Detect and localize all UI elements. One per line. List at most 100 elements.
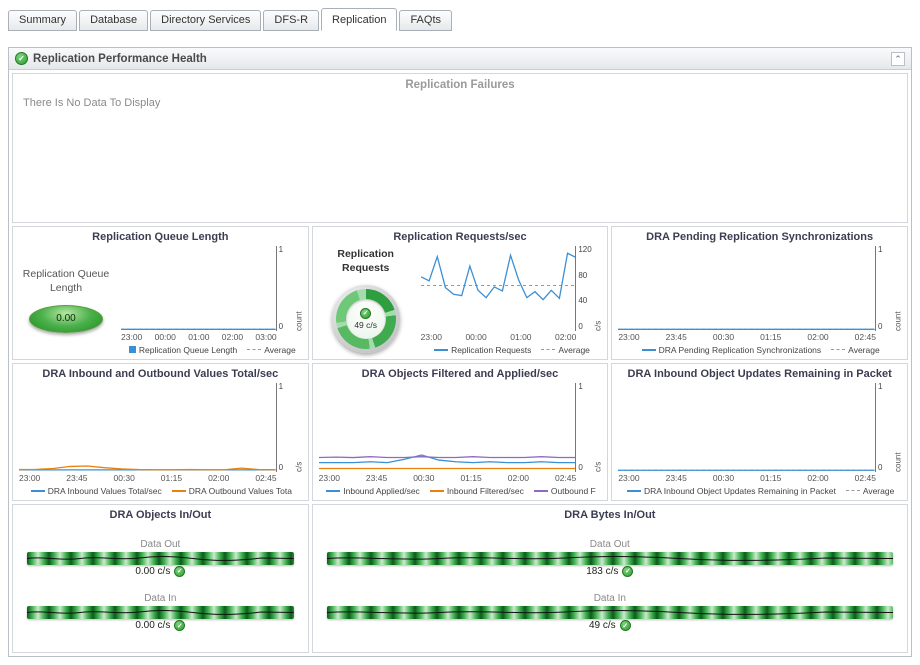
inout-values-box: DRA Inbound and Outbound Values Total/se…: [12, 363, 309, 501]
x-tick-label: 00:30: [413, 473, 435, 483]
filtered-applied-chart-content: 1 0 c/s 23:00 23:45 00:30 01:15 02:00 02:45 Inbou…: [313, 381, 608, 500]
queue-chart-content: Replication Queue Length 0.00 1 0 count 23:…: [13, 244, 308, 359]
bytes-data-in-value: 49 c/s: [588, 620, 616, 632]
collapse-chevron-icon[interactable]: ⌃: [891, 51, 905, 66]
bytes-inout-box: DRA Bytes In/Out Data Out 183 c/s ✓ Data…: [311, 504, 908, 653]
data-out-label: Data Out: [140, 538, 181, 550]
queue-chart: 1 0 count 23:00 00:00 01:00 02:00 03:00 Replicat…: [117, 244, 306, 357]
y-tick-label: 0: [578, 321, 583, 331]
y-tick-label: 40: [578, 296, 588, 306]
status-ok-icon: ✓: [174, 565, 186, 577]
requests-chart-title: Replication Requests/sec: [393, 231, 527, 243]
updates-remaining-chart: 1 0 count 23:00 23:45 00:30 01:15 02:00 02:45 DRA…: [614, 381, 905, 498]
requests-plot-row: 120 80 40 0 c/s: [421, 246, 604, 331]
legend-label: DRA Inbound Object Updates Remaining in …: [643, 485, 836, 496]
x-tick-label: 23:45: [665, 332, 687, 342]
legend-label: Outbound F: [550, 485, 596, 496]
inout_values-plot-area[interactable]: [19, 383, 277, 472]
bytes-data-in-flow-bar[interactable]: [326, 606, 893, 620]
y-tick-label: 0: [877, 463, 883, 472]
legend-label: Replication Queue Length: [138, 344, 238, 355]
pending-plot-area[interactable]: [618, 246, 876, 331]
queue-y-unit-label: count: [294, 311, 304, 331]
legend-item: Average: [247, 345, 296, 355]
x-tick-label: 02:00: [555, 332, 577, 342]
panel-title: Replication Performance Health: [33, 52, 207, 65]
legend-item: Average: [845, 486, 894, 496]
replication-failures-box: Replication Failures There Is No Data To…: [12, 73, 908, 223]
queue-plot-area[interactable]: [121, 246, 277, 331]
tab-dfs-r[interactable]: DFS-R: [263, 10, 320, 31]
updates-remaining-chart-content: 1 0 count 23:00 23:45 00:30 01:15 02:00 02:45 DRA…: [612, 381, 907, 500]
legend-swatch-dash: [247, 349, 262, 350]
pending-y-unit-label: count: [893, 311, 903, 331]
objects-data-in-flow-bar[interactable]: [27, 606, 294, 620]
y-tick-label: 120: [578, 245, 592, 254]
objects-data-out-row: Data Out 0.00 c/s ✓: [17, 539, 304, 577]
legend-swatch-square: [128, 346, 136, 353]
tab-summary[interactable]: Summary: [8, 10, 78, 31]
requests-gauge-label: Replication Requests: [337, 248, 394, 274]
legend-swatch-line: [30, 489, 45, 492]
x-tick-label: 01:15: [160, 473, 183, 483]
requests-plot-area[interactable]: [421, 246, 577, 331]
filtered_applied-plot-area[interactable]: [319, 383, 577, 472]
tab-faqts[interactable]: FAQts: [399, 10, 452, 31]
replication-requests-gauge[interactable]: ✓ 49 c/s: [331, 284, 400, 353]
updates_remaining-plot-area[interactable]: [618, 383, 876, 472]
bytes-data-out-value-line: 183 c/s ✓: [317, 565, 903, 577]
tab-database[interactable]: Database: [79, 10, 149, 31]
x-tick-label: 00:00: [465, 332, 487, 342]
requests-gauge-value: 49 c/s: [354, 319, 377, 330]
queue-plot-row: 1 0 count: [121, 246, 304, 331]
replication-requests-box: Replication Requests/sec Replication Req…: [311, 226, 609, 360]
requests-y-unit-label: c/s: [593, 320, 603, 331]
legend-item: DRA Inbound Values Total/sec: [30, 486, 162, 496]
legend-swatch-line: [429, 489, 444, 492]
legend-label: DRA Outbound Values Tota: [188, 485, 292, 496]
filtered_applied-legend: Inbound Applied/sec Inbound Filtered/sec O…: [319, 483, 604, 498]
queue-length-gauge[interactable]: 0.00: [29, 304, 103, 333]
pending-chart-content: 1 0 count 23:00 23:45 00:30 01:15 02:00 02:45 DRA…: [612, 244, 907, 359]
legend-item: Average: [541, 345, 590, 355]
requests-chart: 120 80 40 0 c/s 23:00 00:00 01:00 02:00 Replicati…: [417, 244, 606, 357]
legend-item: DRA Outbound Values Tota: [171, 485, 292, 496]
x-tick-label: 01:00: [510, 332, 532, 342]
y-tick-label: 1: [578, 382, 583, 391]
filtered-applied-chart-title: DRA Objects Filtered and Applied/sec: [361, 368, 559, 380]
queue-gauge-label: Replication Queue Length: [22, 268, 110, 294]
legend-swatch-line: [641, 348, 656, 351]
x-tick-label: 23:45: [665, 473, 687, 483]
data-out-label: Data Out: [589, 538, 630, 550]
pending-legend: DRA Pending Replication Synchronizations…: [618, 342, 903, 357]
objects-data-in-value-line: 0.00 c/s ✓: [17, 620, 304, 632]
x-tick-label: 02:45: [854, 332, 876, 342]
tab-directory-services[interactable]: Directory Services: [150, 10, 262, 31]
x-tick-label: 23:00: [618, 332, 640, 342]
pending-plot-row: 1 0 count: [618, 246, 903, 331]
bytes-data-out-flow-bar[interactable]: [326, 551, 893, 565]
x-tick-label: 00:30: [712, 473, 735, 483]
status-ok-icon: ✓: [174, 620, 186, 632]
tab-replication[interactable]: Replication: [321, 8, 398, 31]
x-tick-label: 02:45: [854, 473, 876, 483]
requests-x-axis: 23:00 00:00 01:00 02:00: [421, 331, 577, 342]
legend-item: Average: [831, 345, 880, 355]
requests-chart-content: Replication Requests ✓ 49 c/s 120 80 40 0 c/…: [313, 244, 608, 359]
x-tick-label: 23:00: [19, 473, 41, 483]
x-tick-label: 23:00: [420, 332, 442, 342]
inout-values-chart-title: DRA Inbound and Outbound Values Total/se…: [42, 368, 279, 380]
objects-data-out-flow-bar[interactable]: [27, 551, 294, 565]
x-tick-label: 02:00: [507, 473, 529, 483]
objects-data-in-value: 0.00 c/s: [135, 620, 171, 632]
x-tick-label: 23:45: [365, 473, 388, 483]
legend-label: Replication Requests: [451, 344, 532, 355]
x-tick-label: 02:00: [807, 332, 829, 342]
y-tick-label: 0: [278, 463, 284, 472]
legend-swatch-line: [326, 489, 341, 492]
queue-length-box: Replication Queue Length Replication Que…: [12, 226, 309, 360]
